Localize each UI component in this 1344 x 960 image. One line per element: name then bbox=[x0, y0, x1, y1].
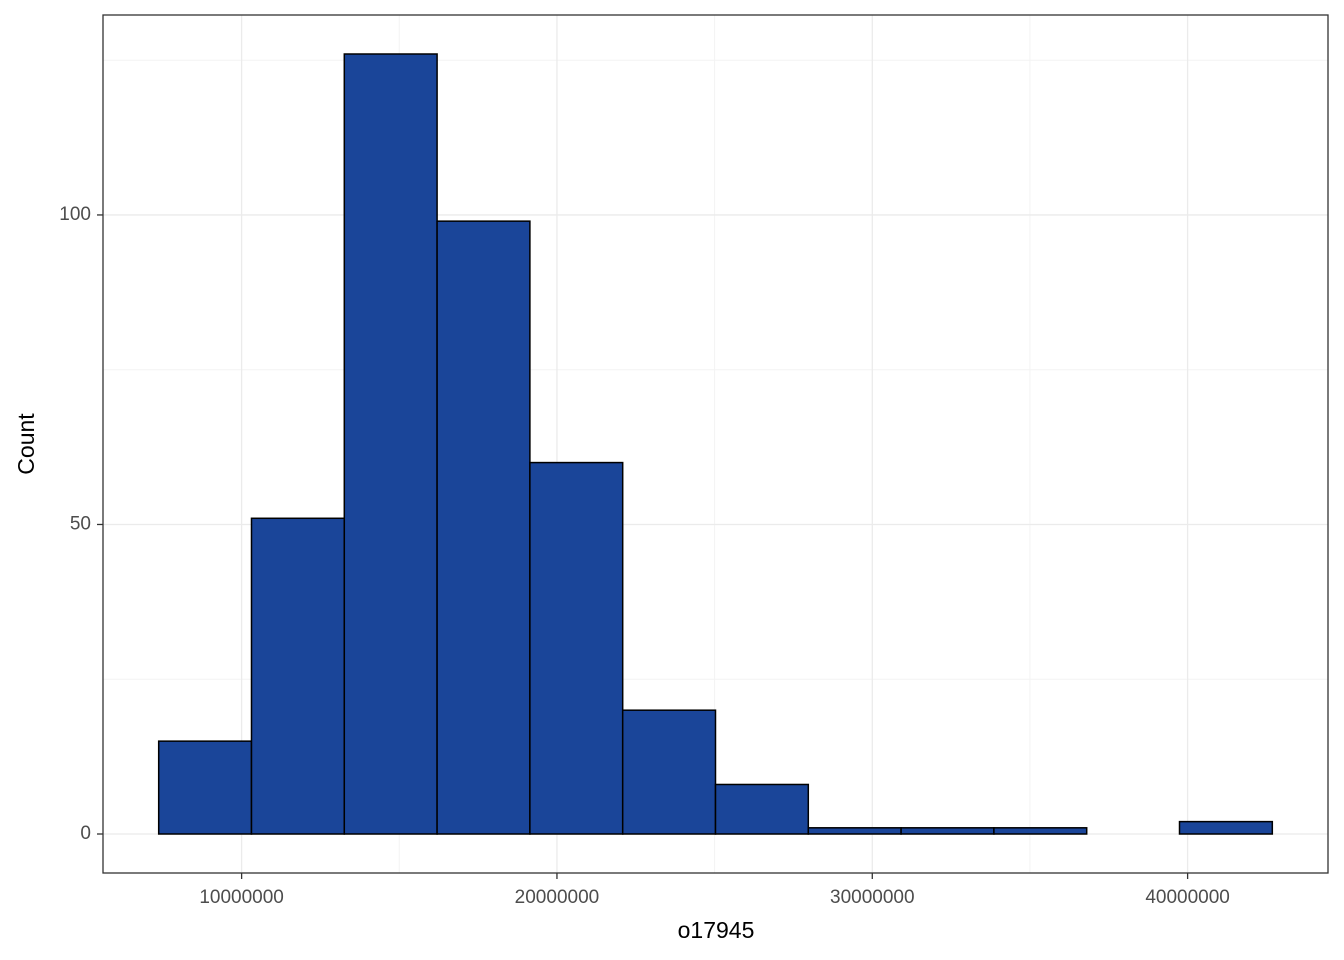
x-axis-title: o17945 bbox=[678, 917, 755, 943]
x-tick-label: 20000000 bbox=[515, 887, 600, 908]
x-tick-label: 30000000 bbox=[830, 887, 915, 908]
bar bbox=[436, 220, 531, 835]
bar bbox=[1178, 820, 1274, 835]
x-tick-label: 40000000 bbox=[1145, 887, 1230, 908]
y-axis-title: Count bbox=[13, 413, 39, 475]
bar bbox=[621, 709, 717, 835]
bar bbox=[529, 461, 624, 835]
y-tick-label: 0 bbox=[80, 823, 91, 844]
panel-border bbox=[102, 14, 1329, 874]
bar bbox=[900, 827, 995, 835]
x-tick-label: 10000000 bbox=[199, 887, 284, 908]
bar bbox=[807, 827, 902, 835]
bar bbox=[343, 53, 438, 835]
bar bbox=[250, 517, 346, 835]
y-tick-label: 50 bbox=[70, 513, 91, 534]
bar bbox=[157, 740, 253, 835]
bar bbox=[714, 783, 810, 835]
bar bbox=[993, 827, 1088, 835]
y-tick-label: 100 bbox=[59, 204, 91, 225]
